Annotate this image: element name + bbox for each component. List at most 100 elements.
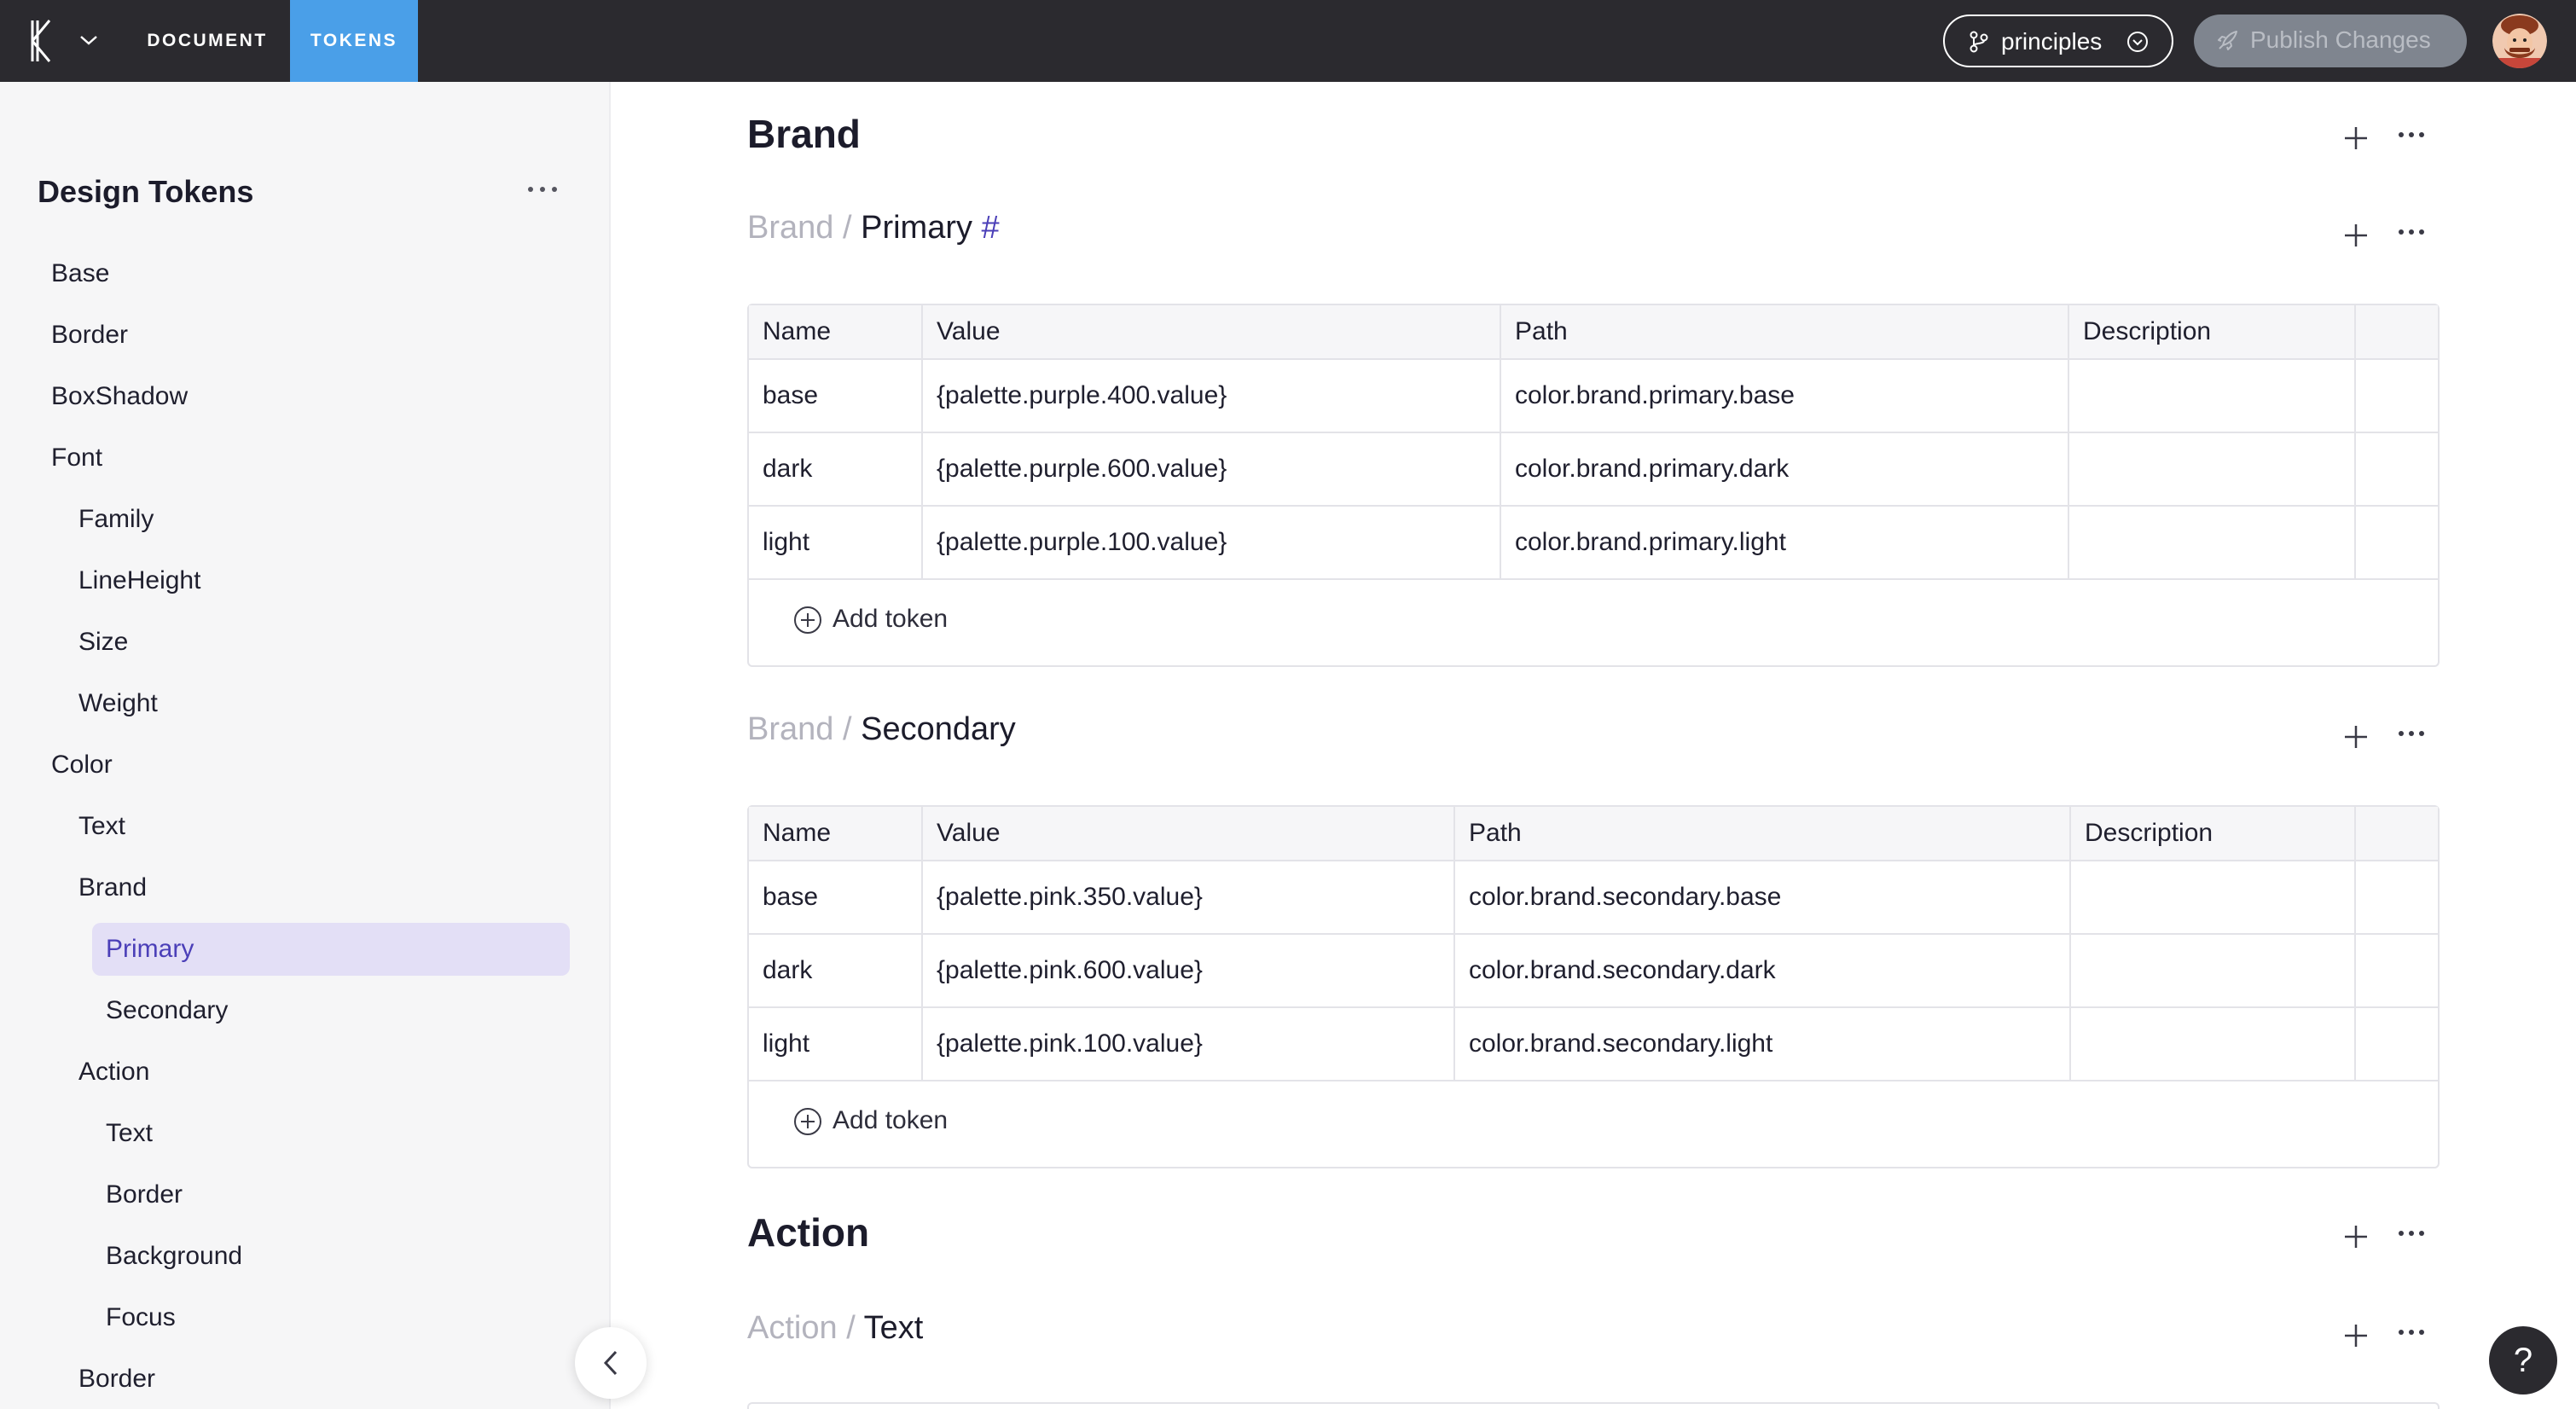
publish-changes-button[interactable]: Publish Changes: [2194, 14, 2467, 67]
sidebar-item-font-family[interactable]: Family: [78, 505, 154, 533]
token-description[interactable]: [2071, 935, 2356, 1006]
branch-name: principles: [2001, 28, 2103, 55]
add-group-icon[interactable]: [2342, 125, 2370, 152]
tab-tokens[interactable]: TOKENS: [290, 0, 418, 82]
group-name: Primary: [861, 210, 972, 246]
table-row[interactable]: light {palette.purple.100.value} color.b…: [749, 507, 2438, 580]
token-name[interactable]: light: [749, 1008, 923, 1080]
token-name[interactable]: base: [749, 360, 923, 432]
add-group-icon[interactable]: [2342, 1223, 2370, 1250]
token-description[interactable]: [2069, 360, 2356, 432]
sidebar-item-color[interactable]: Color: [51, 751, 113, 779]
sidebar-item-brand-primary[interactable]: Primary: [92, 923, 570, 976]
token-description[interactable]: [2071, 1008, 2356, 1080]
token-value[interactable]: {palette.pink.100.value}: [923, 1008, 1455, 1080]
token-path: color.brand.secondary.light: [1455, 1008, 2071, 1080]
table-row[interactable]: base {palette.pink.350.value} color.bran…: [749, 861, 2438, 935]
plus-circle-icon: [794, 1108, 821, 1135]
more-options-icon[interactable]: [2397, 729, 2426, 738]
add-token-label: Add token: [833, 1106, 949, 1134]
branch-selector-button[interactable]: principles: [1943, 14, 2173, 67]
token-value[interactable]: {palette.pink.600.value}: [923, 935, 1455, 1006]
token-table-action-text: [747, 1402, 2440, 1409]
token-name[interactable]: light: [749, 507, 923, 578]
more-options-icon[interactable]: [2397, 1328, 2426, 1337]
chevron-down-icon[interactable]: [78, 32, 99, 48]
token-description[interactable]: [2069, 433, 2356, 505]
row-actions[interactable]: [2356, 507, 2438, 578]
breadcrumb-separator: /: [846, 1310, 856, 1346]
add-token-icon[interactable]: [2342, 723, 2370, 751]
token-path: color.brand.secondary.base: [1455, 861, 2071, 933]
group-title-brand-secondary: Brand / Secondary: [747, 711, 1016, 748]
token-table-brand-secondary: Name Value Path Description base {palett…: [747, 805, 2440, 1168]
sidebar-item-font-size[interactable]: Size: [78, 628, 129, 656]
row-actions[interactable]: [2356, 1008, 2438, 1080]
sidebar-item-brand-secondary[interactable]: Secondary: [106, 996, 229, 1024]
sidebar-item-boxshadow[interactable]: BoxShadow: [51, 382, 189, 410]
sidebar-item-color-brand[interactable]: Brand: [78, 873, 148, 902]
help-button[interactable]: ?: [2489, 1326, 2557, 1395]
token-value[interactable]: {palette.pink.350.value}: [923, 861, 1455, 933]
publish-label: Publish Changes: [2250, 26, 2431, 53]
group-title-brand-primary: Brand / Primary #: [747, 210, 1000, 246]
more-options-icon[interactable]: [2397, 130, 2426, 139]
collapse-sidebar-button[interactable]: [575, 1327, 647, 1399]
sidebar-item-action-background[interactable]: Background: [106, 1242, 243, 1270]
sidebar-item-font-lineheight[interactable]: LineHeight: [78, 566, 201, 594]
user-avatar[interactable]: [2492, 14, 2547, 68]
column-header-value: Value: [923, 807, 1455, 860]
token-path: color.brand.primary.light: [1501, 507, 2069, 578]
column-header-value: Value: [923, 305, 1501, 358]
table-row[interactable]: dark {palette.purple.600.value} color.br…: [749, 433, 2438, 507]
column-header-actions: [2356, 305, 2438, 358]
sidebar-item-action-border[interactable]: Border: [106, 1180, 183, 1209]
add-token-label: Add token: [833, 605, 949, 633]
token-name[interactable]: dark: [749, 433, 923, 505]
sidebar-item-base[interactable]: Base: [51, 259, 110, 287]
sidebar-item-action-text[interactable]: Text: [106, 1119, 154, 1147]
more-options-icon[interactable]: [525, 184, 560, 194]
sidebar-item-action-focus[interactable]: Focus: [106, 1303, 176, 1331]
sidebar-item-color-border[interactable]: Border: [78, 1365, 156, 1393]
more-options-icon[interactable]: [2397, 228, 2426, 236]
token-table-brand-primary: Name Value Path Description base {palett…: [747, 304, 2440, 667]
token-name[interactable]: dark: [749, 935, 923, 1006]
column-header-path: Path: [1455, 807, 2071, 860]
more-options-icon[interactable]: [2397, 1229, 2426, 1238]
table-row[interactable]: light {palette.pink.100.value} color.bra…: [749, 1008, 2438, 1081]
app-logo-icon[interactable]: [29, 19, 67, 63]
breadcrumb-parent: Action: [747, 1310, 838, 1346]
sidebar-item-color-action[interactable]: Action: [78, 1058, 150, 1086]
git-branch-icon: [1970, 31, 1988, 53]
sidebar-item-border[interactable]: Border: [51, 321, 129, 349]
row-actions[interactable]: [2356, 433, 2438, 505]
group-name: Secondary: [861, 711, 1016, 747]
breadcrumb-parent: Brand: [747, 210, 834, 246]
tab-document[interactable]: DOCUMENT: [147, 31, 268, 50]
token-description[interactable]: [2071, 861, 2356, 933]
column-header-name: Name: [749, 305, 923, 358]
avatar-illustration-icon: [2492, 14, 2547, 68]
token-value[interactable]: {palette.purple.100.value}: [923, 507, 1501, 578]
row-actions[interactable]: [2356, 935, 2438, 1006]
table-header: Name Value Path Description: [749, 807, 2438, 861]
token-value[interactable]: {palette.purple.600.value}: [923, 433, 1501, 505]
row-actions[interactable]: [2356, 861, 2438, 933]
sidebar-item-font-weight[interactable]: Weight: [78, 689, 158, 717]
add-token-icon[interactable]: [2342, 1322, 2370, 1349]
section-title-brand: Brand: [747, 112, 861, 156]
token-value[interactable]: {palette.purple.400.value}: [923, 360, 1501, 432]
sidebar: Design Tokens Base Border BoxShadow Font…: [0, 82, 611, 1409]
token-name[interactable]: base: [749, 861, 923, 933]
group-name: Text: [863, 1310, 924, 1346]
sidebar-item-font[interactable]: Font: [51, 444, 103, 472]
table-row[interactable]: base {palette.purple.400.value} color.br…: [749, 360, 2438, 433]
row-actions[interactable]: [2356, 360, 2438, 432]
sidebar-item-color-text[interactable]: Text: [78, 812, 126, 840]
anchor-link[interactable]: #: [981, 210, 1000, 246]
table-row[interactable]: dark {palette.pink.600.value} color.bran…: [749, 935, 2438, 1008]
top-bar: DOCUMENT TOKENS principles Publish Chang…: [0, 0, 2576, 82]
add-token-icon[interactable]: [2342, 222, 2370, 249]
token-description[interactable]: [2069, 507, 2356, 578]
